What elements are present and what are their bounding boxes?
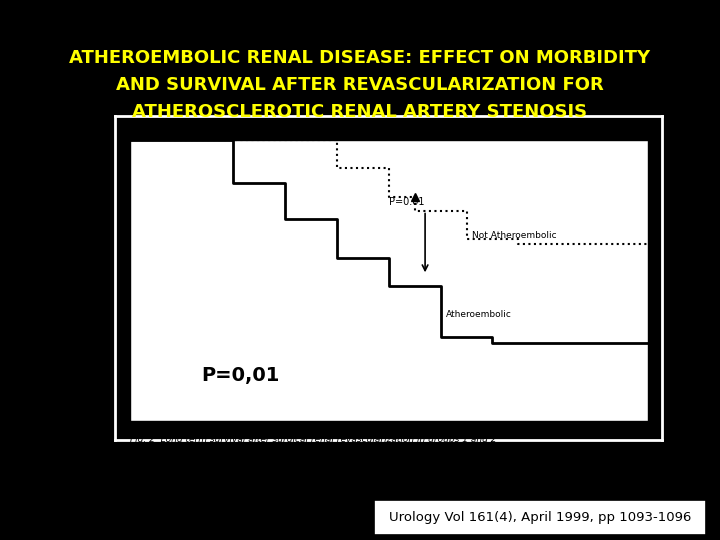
Not Atheroembolic [462, 207, 471, 214]
Not Atheroembolic [125, 137, 134, 144]
Atheroembolic [333, 216, 341, 222]
Atheroembolic [125, 137, 134, 144]
Atheroembolic [488, 334, 497, 340]
Not Atheroembolic [644, 241, 652, 247]
Atheroembolic [333, 255, 341, 261]
Atheroembolic [229, 137, 238, 144]
Not Atheroembolic [410, 193, 419, 200]
Text: ATHEROSCLEROTIC RENAL ARTERY STENOSIS: ATHEROSCLEROTIC RENAL ARTERY STENOSIS [132, 103, 588, 120]
Text: Urology Vol 161(4), April 1999, pp 1093-1096: Urology Vol 161(4), April 1999, pp 1093-… [389, 510, 691, 524]
Text: ATHEROEMBOLIC RENAL DISEASE: EFFECT ON MORBIDITY: ATHEROEMBOLIC RENAL DISEASE: EFFECT ON M… [69, 49, 651, 66]
Atheroembolic [488, 339, 497, 346]
Text: P=0,01: P=0,01 [202, 366, 280, 385]
Not Atheroembolic [333, 165, 341, 172]
Atheroembolic [436, 283, 445, 289]
Text: Atheroembolic: Atheroembolic [446, 310, 512, 319]
Text: AND SURVIVAL AFTER REVASCULARIZATION FOR: AND SURVIVAL AFTER REVASCULARIZATION FOR [116, 76, 604, 93]
Atheroembolic [281, 216, 289, 222]
Line: Atheroembolic: Atheroembolic [130, 140, 648, 342]
Atheroembolic [384, 255, 393, 261]
Not Atheroembolic [384, 165, 393, 172]
Atheroembolic [229, 179, 238, 186]
Not Atheroembolic [462, 235, 471, 242]
Atheroembolic [281, 179, 289, 186]
Not Atheroembolic [514, 241, 523, 247]
Text: Fig. 2  Long term survival after surgical renal revascularization in groups 1 an: Fig. 2 Long term survival after surgical… [130, 435, 496, 444]
Line: Not Atheroembolic: Not Atheroembolic [130, 140, 648, 244]
Not Atheroembolic [514, 235, 523, 242]
X-axis label: Years Post Surgery: Years Post Surgery [322, 447, 456, 460]
Not Atheroembolic [384, 193, 393, 200]
Atheroembolic [644, 339, 652, 346]
Atheroembolic [436, 334, 445, 340]
Atheroembolic [384, 283, 393, 289]
Text: Not Atheroembolic: Not Atheroembolic [472, 231, 557, 240]
Y-axis label: S
u
r
v
i
v
a
l

%: S u r v i v a l % [61, 224, 72, 338]
Not Atheroembolic [333, 137, 341, 144]
Not Atheroembolic [410, 207, 419, 214]
Text: P=0.01: P=0.01 [389, 197, 424, 207]
